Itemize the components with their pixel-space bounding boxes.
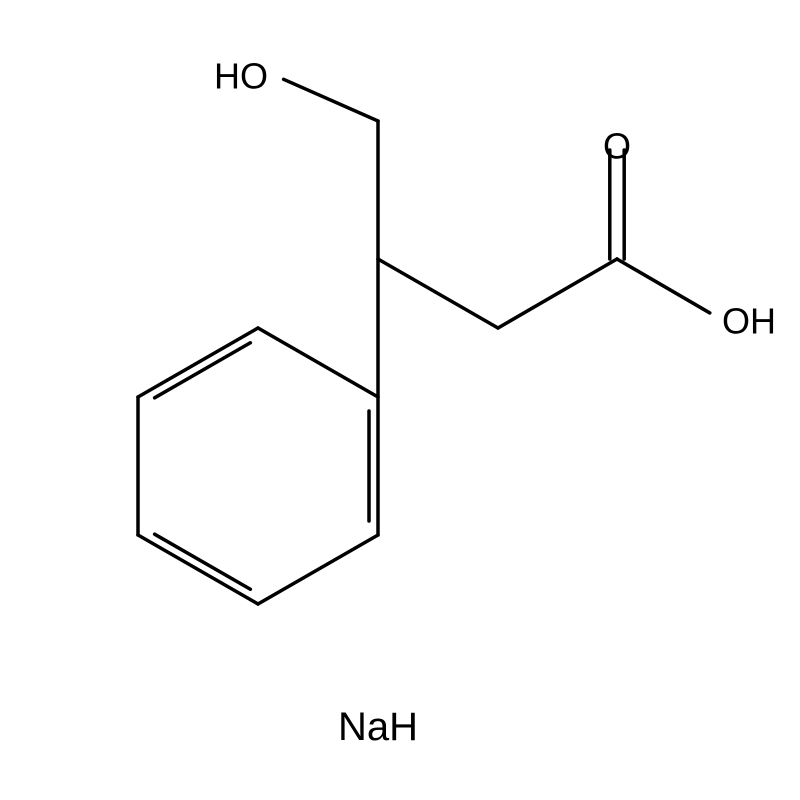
salt-label: NaH (338, 705, 418, 749)
atom-label-OH_top: HO (214, 56, 268, 97)
atom-label-O_db: O (603, 126, 631, 167)
molecule-drawing: HO O OH NaH (0, 0, 800, 800)
atom-label-OH_acid: OH (722, 301, 776, 342)
